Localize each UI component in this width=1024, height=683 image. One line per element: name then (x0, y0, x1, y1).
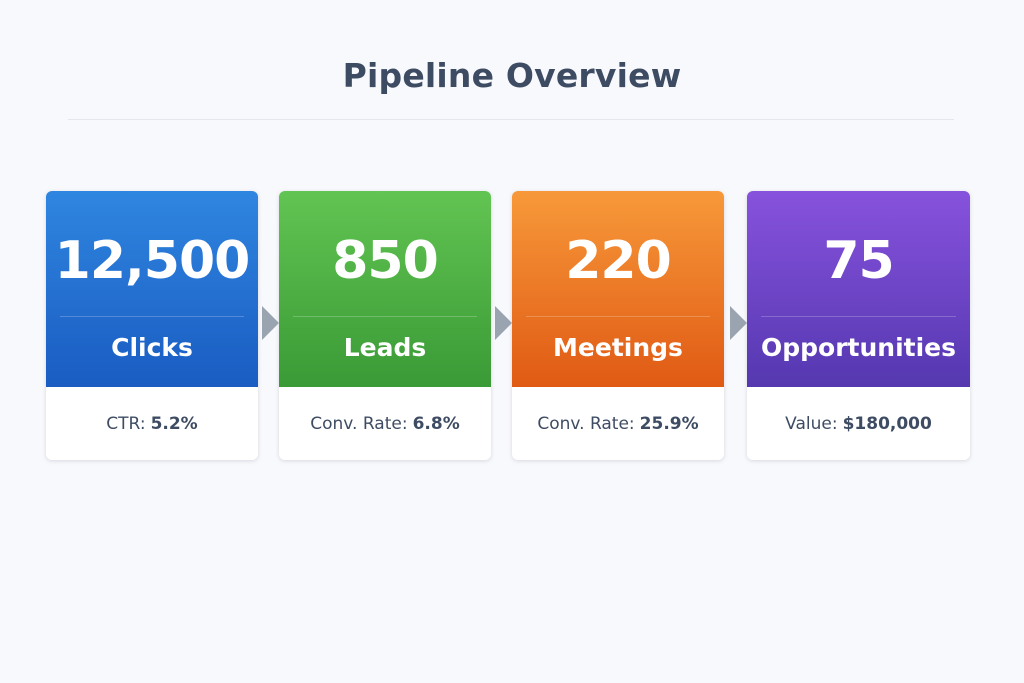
metric-value: 6.8% (412, 413, 460, 434)
metric-value: 5.2% (150, 413, 198, 434)
stage-header: 220 Meetings (512, 191, 724, 387)
stage-divider (761, 316, 956, 317)
stage-card-clicks: 12,500 Clicks CTR: 5.2% (46, 191, 258, 460)
stage-label: Meetings (553, 333, 683, 362)
title-divider (68, 119, 954, 120)
stage-value: 75 (823, 231, 894, 291)
metric-label: Conv. Rate: (537, 413, 635, 434)
stage-value: 850 (332, 231, 439, 291)
stage-card-opportunities: 75 Opportunities Value: $180,000 (747, 191, 970, 460)
stage-label: Opportunities (760, 333, 957, 362)
stage-card-meetings: 220 Meetings Conv. Rate: 25.9% (512, 191, 724, 460)
metric-value: 25.9% (639, 413, 699, 434)
stage-metric: Value: $180,000 (747, 387, 970, 460)
stage-header: 12,500 Clicks (46, 191, 258, 387)
stage-header: 75 Opportunities (747, 191, 970, 387)
stage-card-leads: 850 Leads Conv. Rate: 6.8% (279, 191, 491, 460)
stage-metric: Conv. Rate: 25.9% (512, 387, 724, 460)
stage-divider (293, 316, 477, 317)
stage-value: 220 (565, 231, 672, 291)
page-title: Pipeline Overview (342, 56, 682, 95)
metric-label: Conv. Rate: (310, 413, 408, 434)
metric-label: Value: (785, 413, 838, 434)
stage-label: Clicks (111, 333, 193, 362)
stage-value: 12,500 (54, 231, 251, 291)
stage-divider (526, 316, 710, 317)
stage-metric: Conv. Rate: 6.8% (279, 387, 491, 460)
flow-arrow-icon (495, 306, 512, 340)
stage-label: Leads (343, 333, 427, 362)
flow-arrow-icon (262, 306, 279, 340)
metric-value: $180,000 (842, 413, 932, 434)
stage-divider (60, 316, 244, 317)
metric-label: CTR: (106, 413, 146, 434)
stage-header: 850 Leads (279, 191, 491, 387)
stage-metric: CTR: 5.2% (46, 387, 258, 460)
flow-arrow-icon (730, 306, 747, 340)
